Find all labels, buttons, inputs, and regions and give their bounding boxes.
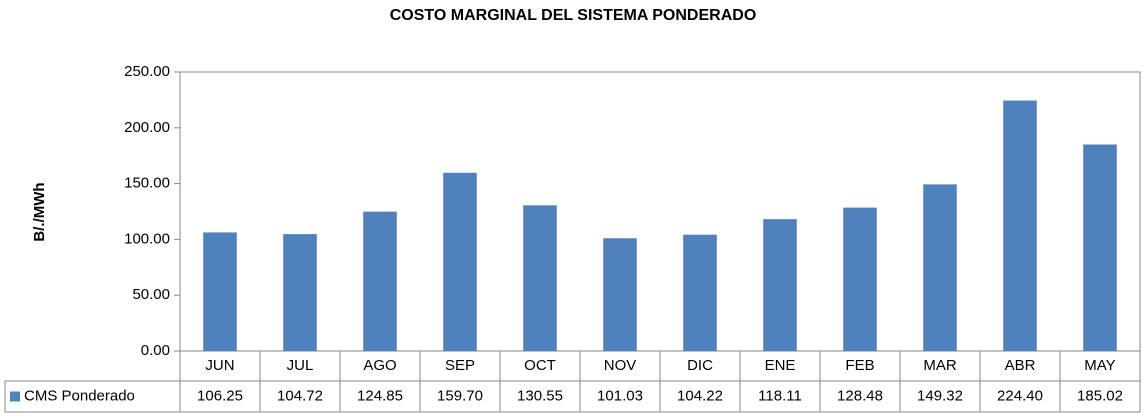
bar (1083, 144, 1117, 351)
x-tick-label: ABR (1005, 357, 1036, 374)
x-tick-label: ENE (765, 357, 796, 374)
y-tick-label: 0.00 (141, 342, 170, 359)
y-axis-title: B/./MWh (31, 182, 48, 241)
bar (1003, 100, 1037, 351)
bar (683, 234, 717, 351)
data-label: 159.70 (437, 387, 483, 404)
bar (363, 211, 397, 351)
data-label: 124.85 (357, 387, 403, 404)
x-tick-label: SEP (445, 357, 475, 374)
x-tick-label: MAR (923, 357, 957, 374)
x-tick-label: JUN (205, 357, 234, 374)
bar (923, 184, 957, 351)
x-tick-label: FEB (845, 357, 874, 374)
data-label: 118.11 (758, 387, 802, 404)
y-tick-label: 250.00 (124, 63, 170, 80)
bar (843, 207, 877, 351)
data-label: 101.03 (597, 387, 643, 404)
data-label: 130.55 (517, 387, 563, 404)
legend-swatch (10, 391, 20, 402)
data-label: 106.25 (197, 387, 243, 404)
bar (763, 219, 797, 351)
data-label: 185.02 (1077, 387, 1123, 404)
chart-title: COSTO MARGINAL DEL SISTEMA PONDERADO (390, 7, 757, 24)
x-tick-label: AGO (363, 357, 396, 374)
x-tick-label: MAY (1084, 357, 1115, 374)
y-tick-label: 200.00 (124, 119, 170, 136)
bar (443, 172, 477, 351)
plot-frame (179, 71, 1141, 352)
y-tick-label: 100.00 (124, 230, 170, 247)
data-label: 104.22 (677, 387, 723, 404)
data-label: 104.72 (277, 387, 323, 404)
x-tick-label: DIC (687, 357, 713, 374)
bar (523, 205, 557, 351)
bar (283, 234, 317, 351)
legend-label: CMS Ponderado (24, 387, 135, 404)
data-label: 224.40 (997, 387, 1043, 404)
data-label: 128.48 (837, 387, 883, 404)
x-tick-label: JUL (287, 357, 314, 374)
y-tick-label: 50.00 (132, 286, 170, 303)
bar (203, 232, 237, 351)
data-label: 149.32 (917, 387, 963, 404)
x-tick-label: NOV (604, 357, 637, 374)
x-tick-label: OCT (524, 357, 556, 374)
bar (603, 238, 637, 351)
y-tick-label: 150.00 (124, 175, 170, 192)
